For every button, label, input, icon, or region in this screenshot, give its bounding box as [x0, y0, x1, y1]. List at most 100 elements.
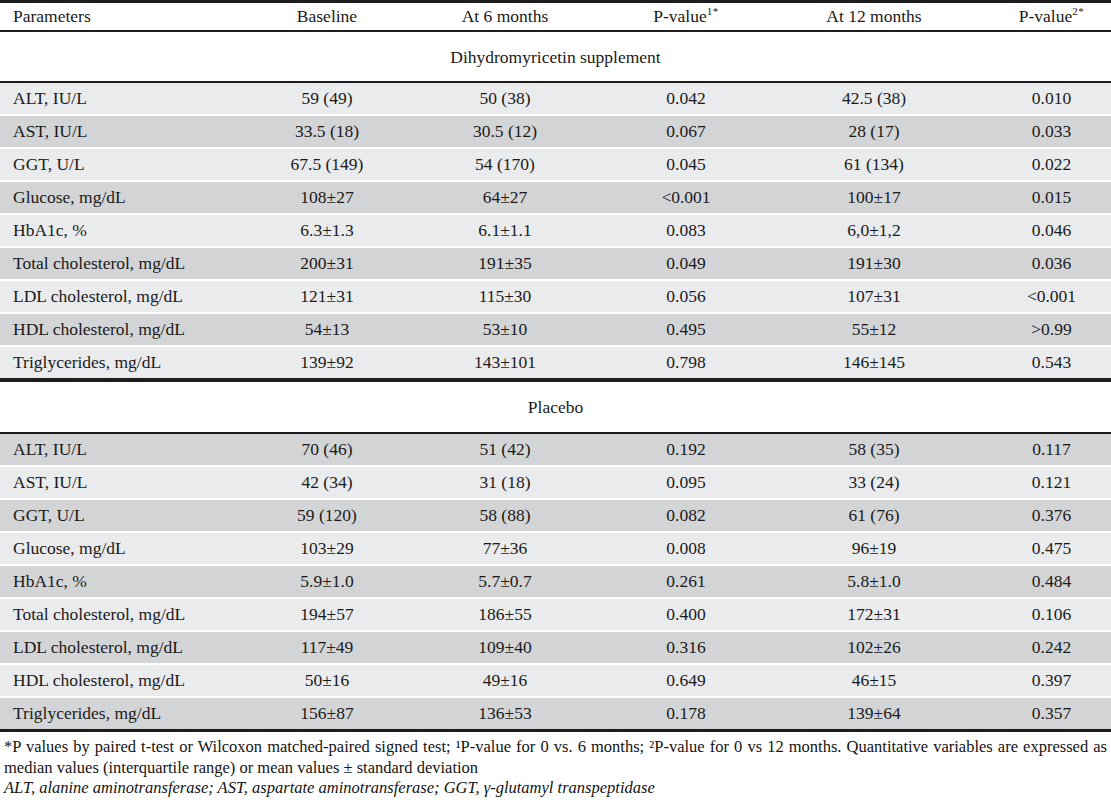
column-header-label: At 6 months	[462, 6, 549, 26]
cell-value: 0.042	[594, 83, 778, 114]
cell-value: 107±31	[778, 279, 970, 312]
cell-value: 0.049	[594, 246, 778, 279]
cell-value: 0.261	[594, 564, 778, 597]
cell-value: 0.008	[594, 531, 778, 564]
row-parameter-label: ALT, IU/L	[0, 83, 238, 114]
row-parameter-label: ALT, IU/L	[0, 434, 238, 465]
cell-value: 42 (34)	[238, 465, 416, 498]
footnote-statistics: *P values by paired t-test or Wilcoxon m…	[4, 737, 1107, 778]
cell-value: 0.397	[970, 663, 1111, 696]
row-parameter-label: AST, IU/L	[0, 114, 238, 147]
cell-value: 0.106	[970, 597, 1111, 630]
table-row: ALT, IU/L59 (49)50 (38)0.04242.5 (38)0.0…	[0, 83, 1111, 114]
cell-value: 0.242	[970, 630, 1111, 663]
table-row: GGT, U/L59 (120)58 (88)0.08261 (76)0.376	[0, 498, 1111, 531]
cell-value: 0.484	[970, 564, 1111, 597]
cell-value: 6.3±1.3	[238, 213, 416, 246]
table-row: HbA1c, %6.3±1.36.1±1.10.0836,0±1,20.046	[0, 213, 1111, 246]
row-parameter-label: Total cholesterol, mg/dL	[0, 246, 238, 279]
table-row: Triglycerides, mg/dL139±92143±1010.79814…	[0, 345, 1111, 378]
cell-value: 53±10	[416, 312, 594, 345]
table-row: HbA1c, %5.9±1.05.7±0.70.2615.8±1.00.484	[0, 564, 1111, 597]
cell-value: 5.8±1.0	[778, 564, 970, 597]
cell-value: 30.5 (12)	[416, 114, 594, 147]
cell-value: 31 (18)	[416, 465, 594, 498]
cell-value: 108±27	[238, 180, 416, 213]
table-row: LDL cholesterol, mg/dL121±31115±300.0561…	[0, 279, 1111, 312]
cell-value: 0.649	[594, 663, 778, 696]
cell-value: 54 (170)	[416, 147, 594, 180]
table-row: Total cholesterol, mg/dL200±31191±350.04…	[0, 246, 1111, 279]
cell-value: 109±40	[416, 630, 594, 663]
row-parameter-label: GGT, U/L	[0, 147, 238, 180]
section-title-row: Dihydromyricetin supplement	[0, 32, 1111, 83]
cell-value: 96±19	[778, 531, 970, 564]
cell-value: 0.036	[970, 246, 1111, 279]
column-header-superscript: 1*	[707, 5, 719, 17]
table-row: Glucose, mg/dL103±2977±360.00896±190.475	[0, 531, 1111, 564]
cell-value: 121±31	[238, 279, 416, 312]
row-parameter-label: AST, IU/L	[0, 465, 238, 498]
cell-value: 0.117	[970, 434, 1111, 465]
cell-value: 49±16	[416, 663, 594, 696]
cell-value: 28 (17)	[778, 114, 970, 147]
cell-value: 0.067	[594, 114, 778, 147]
cell-value: 0.376	[970, 498, 1111, 531]
table-header: Parameters Baseline At 6 months P-value1…	[0, 3, 1111, 32]
column-header-superscript: 2*	[1072, 5, 1084, 17]
cell-value: 0.046	[970, 213, 1111, 246]
cell-value: 0.400	[594, 597, 778, 630]
table-row: Total cholesterol, mg/dL194±57186±550.40…	[0, 597, 1111, 630]
section-placebo: PlaceboALT, IU/L70 (46)51 (42)0.19258 (3…	[0, 378, 1111, 732]
table-row: HDL cholesterol, mg/dL54±1353±100.49555±…	[0, 312, 1111, 345]
cell-value: 139±64	[778, 696, 970, 732]
column-header-p-value-1: P-value1*	[594, 3, 778, 32]
column-header-label: Baseline	[297, 6, 357, 26]
cell-value: 0.022	[970, 147, 1111, 180]
row-parameter-label: HDL cholesterol, mg/dL	[0, 312, 238, 345]
cell-value: 67.5 (149)	[238, 147, 416, 180]
cell-value: 139±92	[238, 345, 416, 378]
column-header-at-6-months: At 6 months	[416, 3, 594, 32]
cell-value: 61 (134)	[778, 147, 970, 180]
column-header-label: P-value	[1019, 6, 1072, 26]
cell-value: 156±87	[238, 696, 416, 732]
table-row: ALT, IU/L70 (46)51 (42)0.19258 (35)0.117	[0, 434, 1111, 465]
column-header-label: P-value	[653, 6, 706, 26]
cell-value: 50±16	[238, 663, 416, 696]
cell-value: 33 (24)	[778, 465, 970, 498]
cell-value: <0.001	[970, 279, 1111, 312]
row-parameter-label: LDL cholesterol, mg/dL	[0, 279, 238, 312]
cell-value: 0.178	[594, 696, 778, 732]
row-parameter-label: Total cholesterol, mg/dL	[0, 597, 238, 630]
cell-value: 58 (35)	[778, 434, 970, 465]
row-parameter-label: Triglycerides, mg/dL	[0, 345, 238, 378]
cell-value: 191±30	[778, 246, 970, 279]
column-header-label: Parameters	[13, 6, 91, 26]
column-header-baseline: Baseline	[238, 3, 416, 32]
table-row: AST, IU/L33.5 (18)30.5 (12)0.06728 (17)0…	[0, 114, 1111, 147]
cell-value: 0.082	[594, 498, 778, 531]
cell-value: 0.033	[970, 114, 1111, 147]
row-parameter-label: Glucose, mg/dL	[0, 180, 238, 213]
cell-value: 58 (88)	[416, 498, 594, 531]
cell-value: 200±31	[238, 246, 416, 279]
cell-value: 42.5 (38)	[778, 83, 970, 114]
cell-value: 0.543	[970, 345, 1111, 378]
cell-value: 61 (76)	[778, 498, 970, 531]
footnote-abbreviations: ALT, alanine aminotransferase; AST, aspa…	[4, 778, 1107, 799]
cell-value: 194±57	[238, 597, 416, 630]
cell-value: <0.001	[594, 180, 778, 213]
table-row: AST, IU/L42 (34)31 (18)0.09533 (24)0.121	[0, 465, 1111, 498]
cell-value: 50 (38)	[416, 83, 594, 114]
cell-value: 5.9±1.0	[238, 564, 416, 597]
row-parameter-label: HDL cholesterol, mg/dL	[0, 663, 238, 696]
cell-value: 186±55	[416, 597, 594, 630]
cell-value: 117±49	[238, 630, 416, 663]
table-row: Glucose, mg/dL108±2764±27<0.001100±170.0…	[0, 180, 1111, 213]
section-title-row: Placebo	[0, 378, 1111, 434]
section-title: Dihydromyricetin supplement	[0, 32, 1111, 83]
cell-value: 0.015	[970, 180, 1111, 213]
cell-value: 77±36	[416, 531, 594, 564]
row-parameter-label: GGT, U/L	[0, 498, 238, 531]
